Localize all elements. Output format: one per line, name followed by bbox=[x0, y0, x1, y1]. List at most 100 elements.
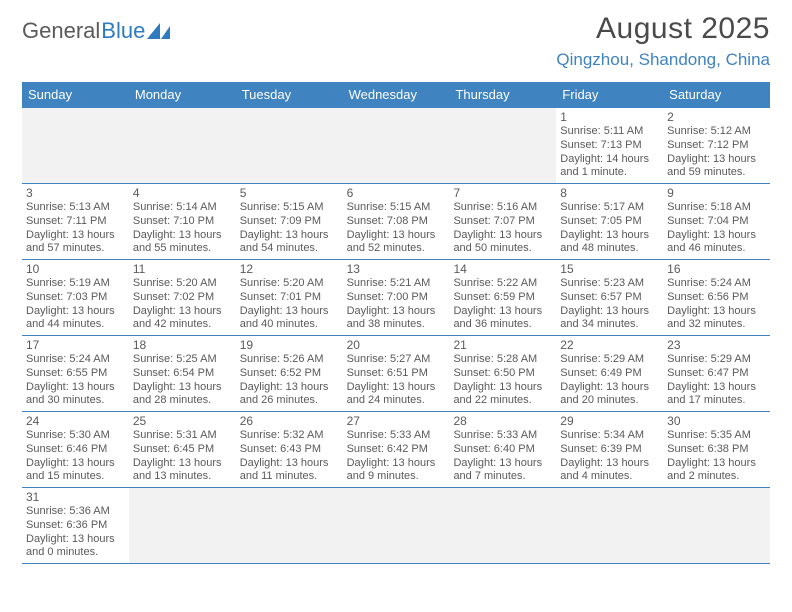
daylight-line: Daylight: 13 hours and 28 minutes. bbox=[133, 381, 232, 409]
sunrise-line: Sunrise: 5:33 AM bbox=[347, 429, 446, 443]
daylight-line: Daylight: 13 hours and 4 minutes. bbox=[560, 457, 659, 485]
calendar-day: 10Sunrise: 5:19 AMSunset: 7:03 PMDayligh… bbox=[22, 260, 129, 335]
day-number: 29 bbox=[560, 414, 659, 428]
day-number: 26 bbox=[240, 414, 339, 428]
day-number: 31 bbox=[26, 490, 125, 504]
sunrise-line: Sunrise: 5:11 AM bbox=[560, 125, 659, 139]
calendar-day: 2Sunrise: 5:12 AMSunset: 7:12 PMDaylight… bbox=[663, 108, 770, 183]
sunset-line: Sunset: 6:39 PM bbox=[560, 443, 659, 457]
daylight-line: Daylight: 14 hours and 1 minute. bbox=[560, 153, 659, 181]
sunrise-line: Sunrise: 5:18 AM bbox=[667, 201, 766, 215]
calendar: SundayMondayTuesdayWednesdayThursdayFrid… bbox=[22, 82, 770, 564]
sunrise-line: Sunrise: 5:31 AM bbox=[133, 429, 232, 443]
logo-text-part1: General bbox=[22, 18, 100, 44]
day-number: 15 bbox=[560, 262, 659, 276]
daylight-line: Daylight: 13 hours and 57 minutes. bbox=[26, 229, 125, 257]
daylight-line: Daylight: 13 hours and 36 minutes. bbox=[453, 305, 552, 333]
calendar-day: 21Sunrise: 5:28 AMSunset: 6:50 PMDayligh… bbox=[449, 336, 556, 411]
sail-icon bbox=[147, 23, 173, 39]
sunset-line: Sunset: 6:47 PM bbox=[667, 367, 766, 381]
calendar-day-empty bbox=[22, 108, 129, 183]
day-number: 12 bbox=[240, 262, 339, 276]
daylight-line: Daylight: 13 hours and 38 minutes. bbox=[347, 305, 446, 333]
sunset-line: Sunset: 7:00 PM bbox=[347, 291, 446, 305]
calendar-day: 8Sunrise: 5:17 AMSunset: 7:05 PMDaylight… bbox=[556, 184, 663, 259]
daylight-line: Daylight: 13 hours and 15 minutes. bbox=[26, 457, 125, 485]
sunset-line: Sunset: 7:13 PM bbox=[560, 139, 659, 153]
sunrise-line: Sunrise: 5:12 AM bbox=[667, 125, 766, 139]
day-number: 27 bbox=[347, 414, 446, 428]
sunrise-line: Sunrise: 5:16 AM bbox=[453, 201, 552, 215]
calendar-day: 27Sunrise: 5:33 AMSunset: 6:42 PMDayligh… bbox=[343, 412, 450, 487]
day-number: 2 bbox=[667, 110, 766, 124]
sunset-line: Sunset: 7:02 PM bbox=[133, 291, 232, 305]
calendar-day: 1Sunrise: 5:11 AMSunset: 7:13 PMDaylight… bbox=[556, 108, 663, 183]
calendar-day: 5Sunrise: 5:15 AMSunset: 7:09 PMDaylight… bbox=[236, 184, 343, 259]
sunset-line: Sunset: 6:42 PM bbox=[347, 443, 446, 457]
daylight-line: Daylight: 13 hours and 40 minutes. bbox=[240, 305, 339, 333]
day-number: 14 bbox=[453, 262, 552, 276]
day-number: 8 bbox=[560, 186, 659, 200]
sunrise-line: Sunrise: 5:29 AM bbox=[560, 353, 659, 367]
calendar-day: 22Sunrise: 5:29 AMSunset: 6:49 PMDayligh… bbox=[556, 336, 663, 411]
sunrise-line: Sunrise: 5:24 AM bbox=[26, 353, 125, 367]
daylight-line: Daylight: 13 hours and 54 minutes. bbox=[240, 229, 339, 257]
sunrise-line: Sunrise: 5:32 AM bbox=[240, 429, 339, 443]
calendar-day: 26Sunrise: 5:32 AMSunset: 6:43 PMDayligh… bbox=[236, 412, 343, 487]
weekday-header: Tuesday bbox=[236, 82, 343, 108]
sunrise-line: Sunrise: 5:30 AM bbox=[26, 429, 125, 443]
daylight-line: Daylight: 13 hours and 34 minutes. bbox=[560, 305, 659, 333]
calendar-day: 15Sunrise: 5:23 AMSunset: 6:57 PMDayligh… bbox=[556, 260, 663, 335]
calendar-day: 19Sunrise: 5:26 AMSunset: 6:52 PMDayligh… bbox=[236, 336, 343, 411]
day-number: 24 bbox=[26, 414, 125, 428]
sunrise-line: Sunrise: 5:23 AM bbox=[560, 277, 659, 291]
sunset-line: Sunset: 6:52 PM bbox=[240, 367, 339, 381]
weekday-header: Friday bbox=[556, 82, 663, 108]
logo: General Blue bbox=[22, 12, 173, 44]
sunrise-line: Sunrise: 5:27 AM bbox=[347, 353, 446, 367]
calendar-day: 3Sunrise: 5:13 AMSunset: 7:11 PMDaylight… bbox=[22, 184, 129, 259]
sunset-line: Sunset: 7:12 PM bbox=[667, 139, 766, 153]
sunset-line: Sunset: 6:57 PM bbox=[560, 291, 659, 305]
day-number: 25 bbox=[133, 414, 232, 428]
day-number: 11 bbox=[133, 262, 232, 276]
calendar-day: 25Sunrise: 5:31 AMSunset: 6:45 PMDayligh… bbox=[129, 412, 236, 487]
sunset-line: Sunset: 7:11 PM bbox=[26, 215, 125, 229]
daylight-line: Daylight: 13 hours and 48 minutes. bbox=[560, 229, 659, 257]
sunrise-line: Sunrise: 5:20 AM bbox=[133, 277, 232, 291]
daylight-line: Daylight: 13 hours and 17 minutes. bbox=[667, 381, 766, 409]
sunset-line: Sunset: 6:51 PM bbox=[347, 367, 446, 381]
sunrise-line: Sunrise: 5:13 AM bbox=[26, 201, 125, 215]
calendar-day: 24Sunrise: 5:30 AMSunset: 6:46 PMDayligh… bbox=[22, 412, 129, 487]
month-title: August 2025 bbox=[556, 12, 770, 46]
sunset-line: Sunset: 6:50 PM bbox=[453, 367, 552, 381]
sunset-line: Sunset: 7:04 PM bbox=[667, 215, 766, 229]
day-number: 4 bbox=[133, 186, 232, 200]
page: General Blue August 2025 Qingzhou, Shand… bbox=[0, 0, 792, 612]
day-number: 7 bbox=[453, 186, 552, 200]
weekday-header-row: SundayMondayTuesdayWednesdayThursdayFrid… bbox=[22, 82, 770, 108]
day-number: 22 bbox=[560, 338, 659, 352]
calendar-week-row: 3Sunrise: 5:13 AMSunset: 7:11 PMDaylight… bbox=[22, 184, 770, 260]
weekday-header: Saturday bbox=[663, 82, 770, 108]
sunset-line: Sunset: 7:05 PM bbox=[560, 215, 659, 229]
calendar-day: 23Sunrise: 5:29 AMSunset: 6:47 PMDayligh… bbox=[663, 336, 770, 411]
calendar-week-row: 24Sunrise: 5:30 AMSunset: 6:46 PMDayligh… bbox=[22, 412, 770, 488]
sunset-line: Sunset: 6:40 PM bbox=[453, 443, 552, 457]
calendar-week-row: 31Sunrise: 5:36 AMSunset: 6:36 PMDayligh… bbox=[22, 488, 770, 564]
calendar-day: 7Sunrise: 5:16 AMSunset: 7:07 PMDaylight… bbox=[449, 184, 556, 259]
calendar-day: 17Sunrise: 5:24 AMSunset: 6:55 PMDayligh… bbox=[22, 336, 129, 411]
day-number: 10 bbox=[26, 262, 125, 276]
day-number: 16 bbox=[667, 262, 766, 276]
sunrise-line: Sunrise: 5:20 AM bbox=[240, 277, 339, 291]
day-number: 3 bbox=[26, 186, 125, 200]
sunset-line: Sunset: 7:08 PM bbox=[347, 215, 446, 229]
calendar-body: 1Sunrise: 5:11 AMSunset: 7:13 PMDaylight… bbox=[22, 108, 770, 564]
sunset-line: Sunset: 6:38 PM bbox=[667, 443, 766, 457]
day-number: 21 bbox=[453, 338, 552, 352]
sunrise-line: Sunrise: 5:33 AM bbox=[453, 429, 552, 443]
sunset-line: Sunset: 7:03 PM bbox=[26, 291, 125, 305]
day-number: 28 bbox=[453, 414, 552, 428]
header: General Blue August 2025 Qingzhou, Shand… bbox=[22, 12, 770, 76]
sunrise-line: Sunrise: 5:34 AM bbox=[560, 429, 659, 443]
